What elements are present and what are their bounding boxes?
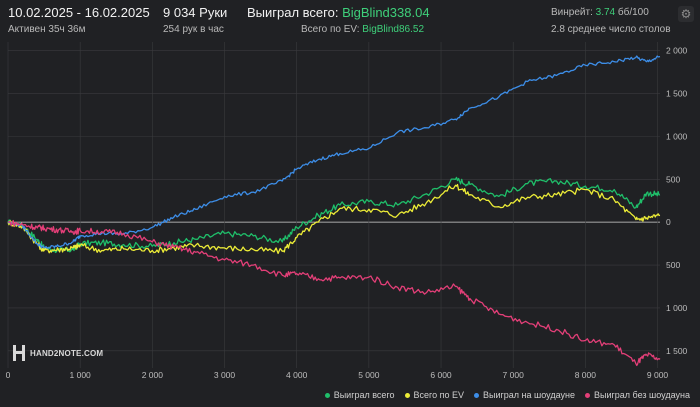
winrate-value: 3.74: [595, 7, 616, 18]
legend-label-won-total: Выиграл всего: [333, 390, 395, 400]
winrate-per: бб/100: [617, 7, 649, 18]
series-line-non-showdown: [7, 219, 661, 367]
chart-series: [7, 55, 661, 367]
x-tick-label: 8 000: [575, 370, 597, 380]
ev-total-value: BigBlind86.52: [362, 24, 425, 35]
legend-label-ev-total: Всего по EV: [413, 390, 465, 400]
stats-header: 10.02.2025 - 16.02.2025 Активен 35ч 36м …: [0, 0, 700, 42]
x-tick-label: 0: [6, 370, 11, 380]
date-range: 10.02.2025 - 16.02.2025: [8, 5, 150, 20]
series-line-won-total: [7, 176, 661, 254]
x-tick-label: 6 000: [430, 370, 452, 380]
series-line-ev-total: [7, 183, 661, 255]
y-tick-label: 1 000: [666, 303, 688, 313]
legend-item-non-showdown[interactable]: Выиграл без шоудауна: [585, 390, 690, 400]
chart-legend: Выиграл всего Всего по EV Выиграл на шоу…: [324, 390, 690, 400]
y-tick-label: 1 000: [666, 131, 688, 141]
x-tick-label: 3 000: [214, 370, 236, 380]
legend-dot-won-total: [324, 392, 330, 398]
ev-total-label: Всего по EV:: [301, 24, 360, 35]
legend-dot-showdown: [474, 392, 480, 398]
x-tick-label: 7 000: [503, 370, 525, 380]
series-line-showdown: [7, 55, 661, 250]
won-total-label: Выиграл всего:: [247, 5, 339, 20]
hand2note-logo-icon: [12, 345, 26, 361]
avg-tables: 2.8 среднее число столов: [551, 24, 671, 35]
y-tick-label: 1 500: [666, 346, 688, 356]
legend-dot-ev-total: [404, 392, 410, 398]
y-tick-label: 500: [666, 260, 680, 270]
y-tick-label: 0: [666, 217, 671, 227]
winnings-chart: 2 000 1 500 1 000 500 0 500 1 000 1 500 0 1 000 2 …: [6, 42, 688, 380]
won-total-value: BigBlind338.04: [342, 5, 430, 20]
chart-grid: [7, 42, 660, 368]
won-total: Выиграл всего: BigBlind338.04: [247, 5, 430, 20]
x-tick-label: 9 000: [647, 370, 669, 380]
hand2note-logo-text: HAND2NOTE.COM: [30, 348, 104, 358]
legend-label-showdown: Выиграл на шоудауне: [483, 390, 575, 400]
active-time: Активен 35ч 36м: [8, 24, 86, 35]
legend-item-won-total[interactable]: Выиграл всего: [324, 390, 395, 400]
hands-count: 9 034 Руки: [163, 5, 228, 20]
y-tick-label: 1 500: [666, 88, 688, 98]
legend-label-non-showdown: Выиграл без шоудауна: [594, 390, 690, 400]
x-tick-label: 4 000: [286, 370, 308, 380]
gear-icon[interactable]: ⚙: [678, 6, 694, 22]
y-tick-label: 2 000: [666, 46, 688, 56]
winrate: Винрейт: 3.74 бб/100: [551, 7, 649, 18]
y-tick-label: 500: [666, 174, 680, 184]
ev-total: Всего по EV: BigBlind86.52: [301, 24, 424, 35]
chart-ticks: 2 000 1 500 1 000 500 0 500 1 000 1 500 0 1 000 2 …: [6, 46, 688, 380]
x-tick-label: 5 000: [358, 370, 380, 380]
winrate-label: Винрейт:: [551, 7, 593, 18]
x-tick-label: 2 000: [142, 370, 164, 380]
x-tick-label: 1 000: [70, 370, 92, 380]
legend-item-showdown[interactable]: Выиграл на шоудауне: [474, 390, 575, 400]
legend-item-ev-total[interactable]: Всего по EV: [404, 390, 465, 400]
hands-per-hour: 254 рук в час: [163, 24, 224, 35]
legend-dot-non-showdown: [585, 392, 590, 398]
hand2note-logo: HAND2NOTE.COM: [12, 345, 103, 361]
